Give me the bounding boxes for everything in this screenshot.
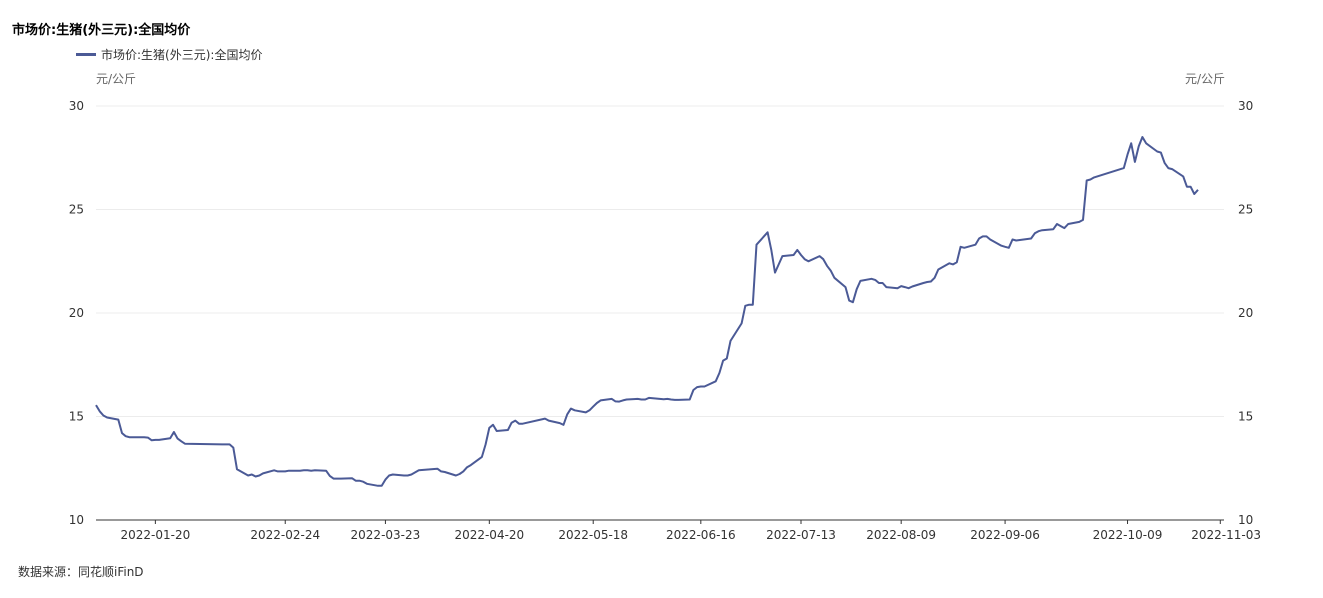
x-tick-label: 2022-02-24 xyxy=(250,528,320,542)
y-tick-label-left: 10 xyxy=(69,513,84,527)
y-axis-left-unit: 元/公斤 xyxy=(96,72,137,86)
x-tick-label: 2022-09-06 xyxy=(970,528,1040,542)
x-tick-label: 2022-05-18 xyxy=(558,528,628,542)
plot-area xyxy=(95,136,1199,487)
y-axis-right: 10 15 20 25 30 xyxy=(1238,99,1253,527)
series-line xyxy=(95,136,1199,487)
x-tick-label: 2022-01-20 xyxy=(120,528,190,542)
chart-title: 市场价:生猪(外三元):全国均价 xyxy=(12,23,191,38)
y-tick-label-right: 30 xyxy=(1238,99,1253,113)
chart-legend[interactable]: 市场价:生猪(外三元):全国均价 xyxy=(76,46,262,63)
y-tick-label-right: 25 xyxy=(1238,203,1253,217)
x-tick-label: 2022-04-20 xyxy=(454,528,524,542)
y-tick-label-left: 15 xyxy=(69,410,84,424)
y-tick-label-right: 20 xyxy=(1238,306,1253,320)
y-axis-right-unit: 元/公斤 xyxy=(1184,72,1225,86)
x-tick-label: 2022-03-23 xyxy=(351,528,421,542)
y-tick-label-right: 10 xyxy=(1238,513,1253,527)
x-tick-label: 2022-11-03 xyxy=(1191,528,1261,542)
x-tick-label: 2022-08-09 xyxy=(866,528,936,542)
legend-label: 市场价:生猪(外三元):全国均价 xyxy=(101,48,263,62)
x-tick-label: 2022-10-09 xyxy=(1093,528,1163,542)
x-tick-label: 2022-06-16 xyxy=(666,528,736,542)
y-axis-left: 10 15 20 25 30 xyxy=(69,99,84,527)
legend-swatch xyxy=(76,53,96,56)
y-tick-label-left: 25 xyxy=(69,203,84,217)
y-tick-label-right: 15 xyxy=(1238,410,1253,424)
x-tick-label: 2022-07-13 xyxy=(766,528,836,542)
x-axis: 2022-01-20 2022-02-24 2022-03-23 2022-04-20… xyxy=(96,519,1261,542)
grid-lines xyxy=(96,105,1224,417)
y-tick-label-left: 20 xyxy=(69,306,84,320)
data-source-note: 数据来源：同花顺iFinD xyxy=(18,565,144,579)
y-tick-label-left: 30 xyxy=(69,99,84,113)
